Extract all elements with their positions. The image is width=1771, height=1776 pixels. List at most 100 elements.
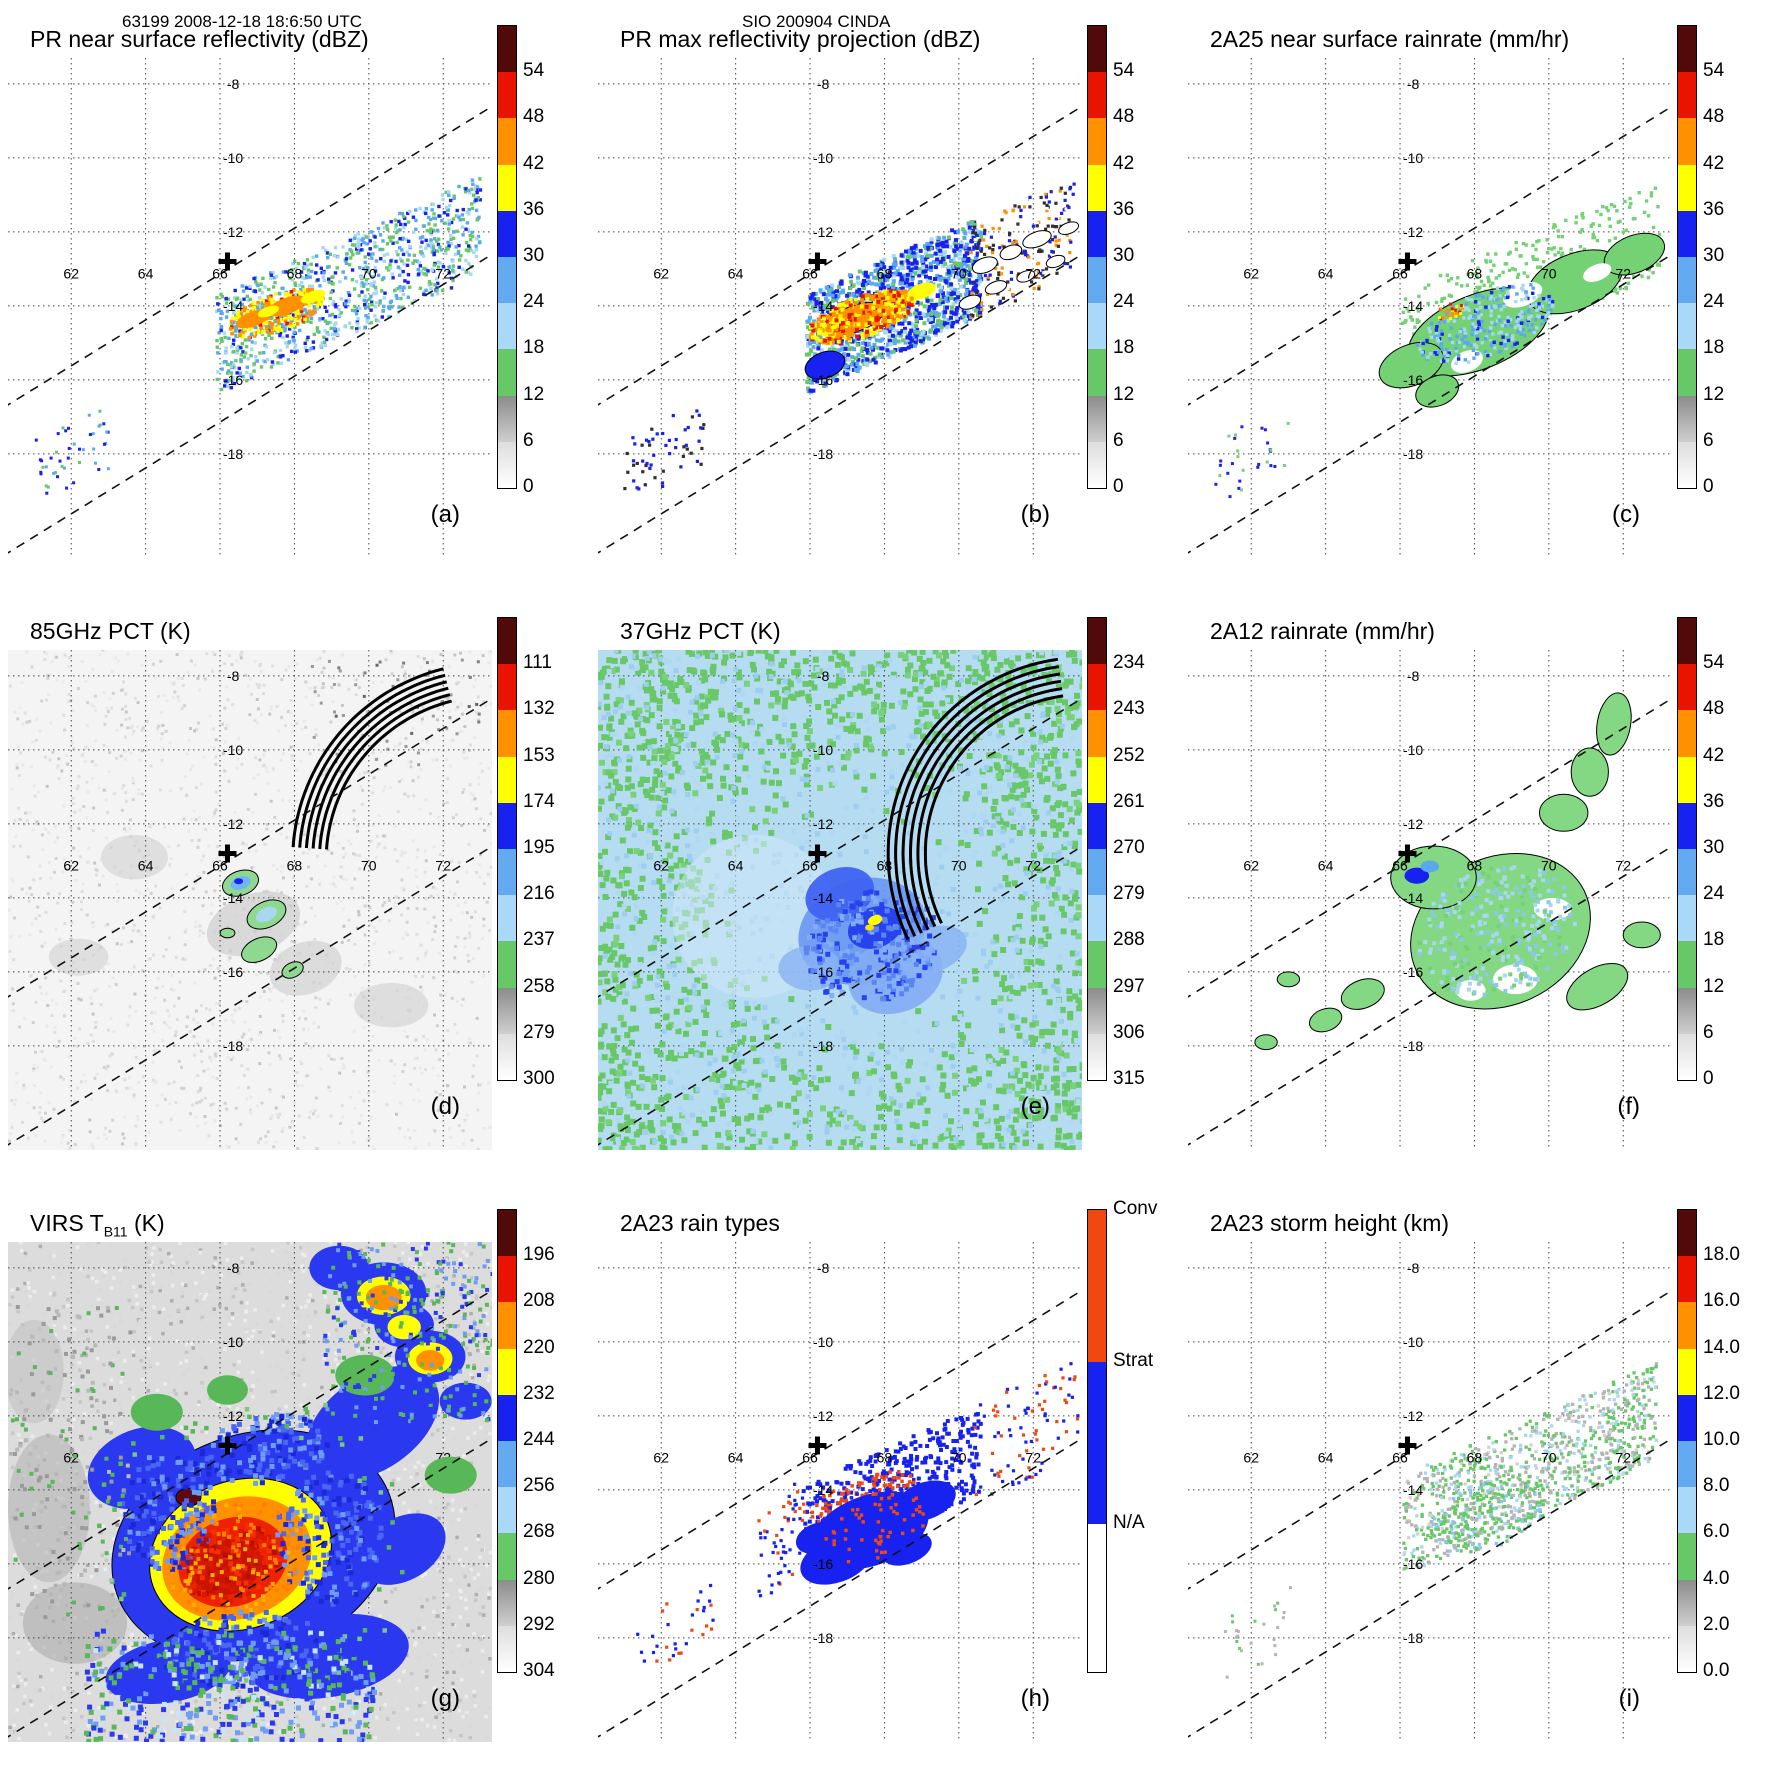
colorbar-tick: 54 (1113, 60, 1134, 82)
colorbar-tick: 48 (523, 106, 544, 128)
panel-title-b: PR max reflectivity projection (dBZ) (620, 26, 980, 53)
panel-letter: (d) (431, 1093, 460, 1120)
colorbar-category-label: N/A (1113, 1512, 1145, 1534)
colorbar-tick: 42 (1703, 153, 1724, 175)
colorbar-tick: 10.0 (1703, 1429, 1740, 1451)
panel-title-d: 85GHz PCT (K) (30, 618, 191, 645)
panel-title-i: 2A23 storm height (km) (1210, 1210, 1449, 1237)
colorbar-tick: 6.0 (1703, 1521, 1729, 1543)
grid-lines (1188, 1242, 1672, 1742)
colorbar-tick: 30 (523, 245, 544, 267)
colorbar-h (1087, 1209, 1107, 1673)
svg-text:-8: -8 (817, 76, 830, 92)
svg-text:72: 72 (1025, 265, 1041, 281)
colorbar-g (497, 1209, 517, 1673)
svg-text:62: 62 (63, 265, 79, 281)
panel-letter: (h) (1021, 1685, 1050, 1712)
colorbar-category-label: Conv (1113, 1198, 1157, 1220)
colorbar-tick: 54 (1703, 652, 1724, 674)
colorbar-tick: 292 (523, 1614, 555, 1636)
colorbar-tick: 300 (523, 1068, 555, 1090)
colorbar-tick: 6 (1113, 430, 1124, 452)
svg-text:-16: -16 (223, 372, 243, 388)
colorbar-tick: 54 (523, 60, 544, 82)
svg-text:-18: -18 (223, 446, 243, 462)
data-layer (636, 1362, 1079, 1663)
colorbar-i (1677, 1209, 1697, 1673)
colorbar-tick: 216 (523, 883, 555, 905)
svg-text:-14: -14 (223, 298, 243, 314)
colorbar-tick: 48 (1703, 106, 1724, 128)
colorbar-tick: 36 (1703, 791, 1724, 813)
colorbar-tick: 4.0 (1703, 1568, 1729, 1590)
colorbar-tick: 30 (1703, 245, 1724, 267)
colorbar-tick: 48 (1113, 106, 1134, 128)
colorbar-tick: 220 (523, 1337, 555, 1359)
svg-text:66: 66 (212, 265, 228, 281)
colorbar-b (1087, 25, 1107, 489)
svg-text:62: 62 (1243, 265, 1259, 281)
colorbar-tick: 258 (523, 976, 555, 998)
data-layer (623, 183, 1080, 491)
colorbar-tick: 12 (1703, 976, 1724, 998)
colorbar-tick: 0 (1703, 1068, 1714, 1090)
colorbar-tick: 261 (1113, 791, 1145, 813)
svg-text:68: 68 (287, 265, 303, 281)
svg-text:-16: -16 (813, 372, 833, 388)
svg-text:-10: -10 (223, 150, 243, 166)
colorbar-tick: 132 (523, 698, 555, 720)
colorbar-tick: 270 (1113, 837, 1145, 859)
colorbar-tick: 0 (523, 476, 534, 498)
data-layer (1214, 187, 1670, 499)
colorbar-tick: 279 (523, 1022, 555, 1044)
panel-g: VIRS TB11 (K)626466687072-8-10-12-14-16-… (0, 1184, 590, 1776)
colorbar-tick: 6 (523, 430, 534, 452)
svg-text:-12: -12 (223, 224, 243, 240)
colorbar-tick: 153 (523, 745, 555, 767)
colorbar-tick: 237 (523, 929, 555, 951)
colorbar-tick: 280 (523, 1568, 555, 1590)
colorbar-tick: 6 (1703, 1022, 1714, 1044)
colorbar-tick: 18.0 (1703, 1244, 1740, 1266)
panel-title-c: 2A25 near surface rainrate (mm/hr) (1210, 26, 1569, 53)
svg-text:68: 68 (877, 265, 893, 281)
panel-letter: (i) (1619, 1685, 1640, 1712)
colorbar-tick: 0.0 (1703, 1660, 1729, 1682)
colorbar-tick: 111 (523, 652, 552, 674)
svg-text:72: 72 (1615, 265, 1631, 281)
svg-text:-16: -16 (1403, 372, 1423, 388)
panel-title-h: 2A23 rain types (620, 1210, 780, 1237)
svg-text:64: 64 (1318, 265, 1334, 281)
colorbar-tick: 252 (1113, 745, 1145, 767)
colorbar-tick: 2.0 (1703, 1614, 1729, 1636)
colorbar-tick: 234 (1113, 652, 1145, 674)
svg-text:-14: -14 (813, 298, 833, 314)
colorbar-tick: 195 (523, 837, 555, 859)
colorbar-tick: 30 (1113, 245, 1134, 267)
colorbar-tick: 196 (523, 1244, 555, 1266)
panel-title-a: PR near surface reflectivity (dBZ) (30, 26, 369, 53)
colorbar-f (1677, 617, 1697, 1081)
colorbar-tick: 36 (1113, 199, 1134, 221)
colorbar-tick: 24 (523, 291, 544, 313)
panel-letter: (a) (431, 501, 460, 528)
colorbar-tick: 18 (1113, 337, 1134, 359)
svg-text:-18: -18 (1403, 446, 1423, 462)
colorbar-tick: 8.0 (1703, 1475, 1729, 1497)
svg-text:70: 70 (361, 265, 377, 281)
colorbar-tick: 0 (1703, 476, 1714, 498)
colorbar-tick: 48 (1703, 698, 1724, 720)
colorbar-tick: 304 (523, 1660, 555, 1682)
colorbar-tick: 256 (523, 1475, 555, 1497)
